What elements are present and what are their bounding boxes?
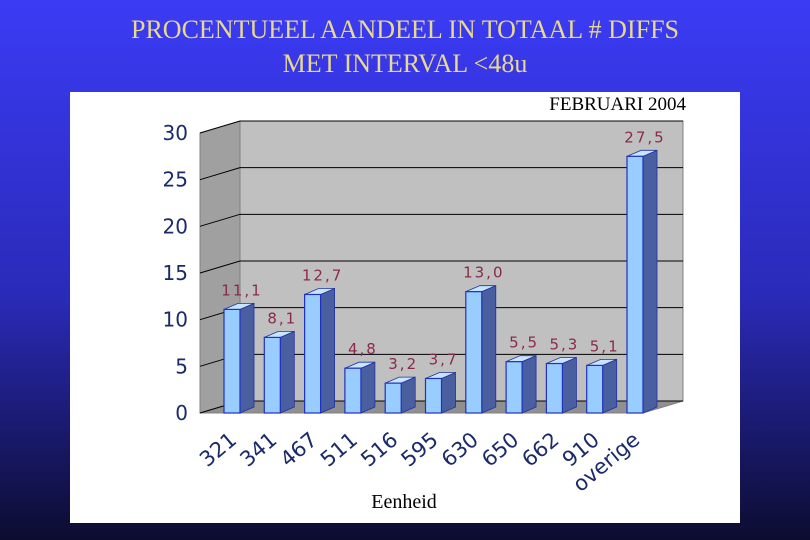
value-label: 4,8 — [348, 340, 378, 358]
value-label: 8,1 — [267, 309, 297, 327]
value-label: 5,1 — [590, 337, 620, 355]
bar — [223, 308, 241, 414]
bar-side — [320, 287, 336, 414]
grid-line — [199, 260, 683, 274]
value-label: 3,2 — [388, 355, 418, 373]
y-tick-label: 30 — [163, 121, 188, 145]
bar-side — [441, 371, 456, 414]
bar — [344, 367, 362, 414]
y-tick-label: 0 — [175, 401, 188, 425]
value-label: 13,0 — [463, 264, 504, 282]
bar-side — [642, 149, 658, 414]
title-line: MET INTERVAL <48u — [283, 49, 528, 78]
value-label: 5,5 — [509, 334, 539, 352]
bar — [626, 155, 644, 414]
x-axis-label: Eenheid — [371, 491, 437, 513]
grid-line — [199, 120, 683, 134]
bar-side — [360, 361, 376, 414]
bar — [545, 362, 564, 414]
y-tick-label: 5 — [175, 354, 188, 378]
bar — [586, 364, 604, 414]
value-label: 27,5 — [624, 128, 665, 146]
bar — [304, 293, 322, 414]
bar — [465, 291, 483, 414]
grid-line — [199, 213, 683, 227]
bar — [384, 382, 402, 414]
subtitle: FEBRUARI 2004 — [549, 94, 686, 115]
value-label: 5,3 — [549, 336, 579, 354]
title-line: PROCENTUEEL AANDEEL IN TOTAAL # DIFFS — [131, 15, 679, 44]
bar — [505, 361, 523, 414]
bar-side — [521, 355, 537, 414]
bar — [263, 336, 281, 414]
bar-side — [562, 356, 577, 414]
y-tick-label: 20 — [163, 214, 188, 238]
value-label: 11,1 — [221, 281, 262, 299]
y-tick-label: 15 — [163, 261, 188, 285]
bar-side — [602, 358, 618, 414]
bar-side — [481, 285, 497, 414]
bar-side — [239, 302, 255, 414]
value-label: 3,7 — [429, 350, 459, 368]
bar-side — [279, 330, 295, 414]
value-label: 12,7 — [302, 266, 343, 284]
y-tick-label: 10 — [163, 308, 188, 332]
grid-line — [199, 167, 683, 181]
bar — [424, 377, 443, 414]
y-tick-label: 25 — [163, 168, 188, 192]
